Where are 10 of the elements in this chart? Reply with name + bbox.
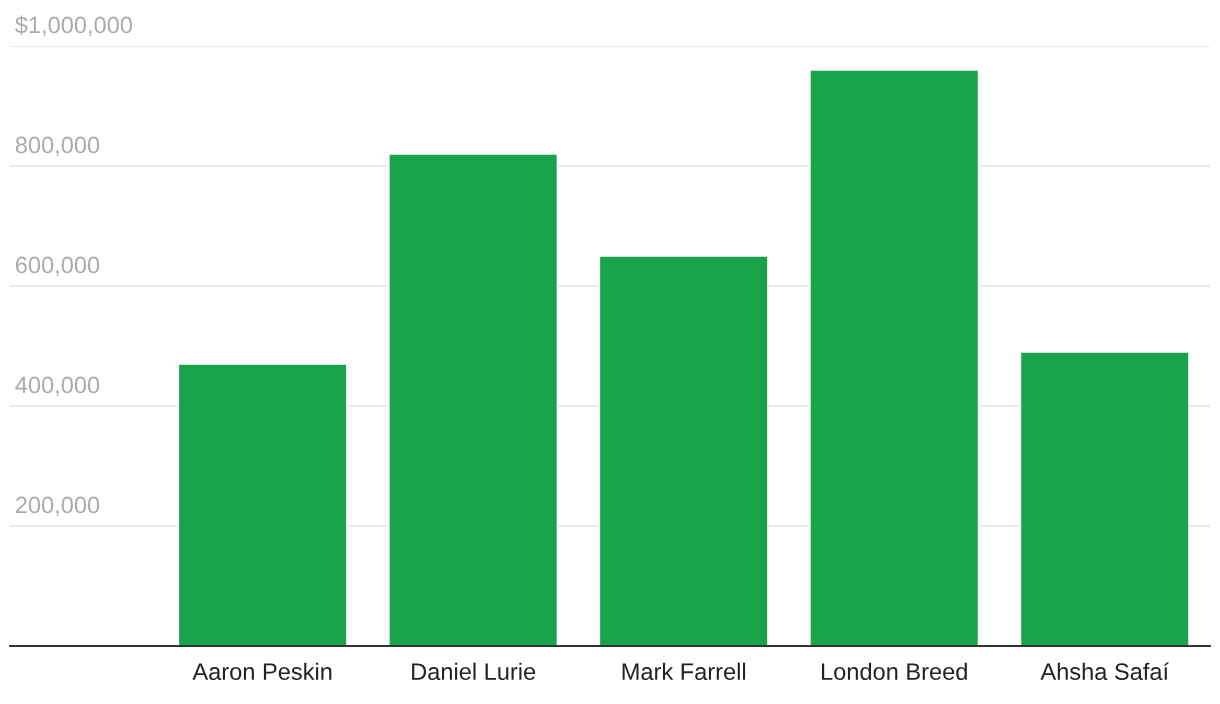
y-tick-label: 600,000	[15, 256, 100, 277]
y-tick-label: $1,000,000	[15, 15, 133, 37]
x-tick-label: Ahsha Safaí	[1040, 662, 1169, 681]
x-tick-label: London Breed	[821, 662, 967, 681]
y-tick-label: 200,000	[15, 496, 100, 517]
y-tick-label: 400,000	[15, 376, 100, 397]
y-tick-label: 800,000	[15, 136, 100, 157]
x-tick-label: Daniel Lurie	[412, 662, 536, 681]
x-tick-label: Mark Farrell	[622, 662, 746, 681]
x-tick-label: Aaron Peskin	[192, 662, 332, 681]
